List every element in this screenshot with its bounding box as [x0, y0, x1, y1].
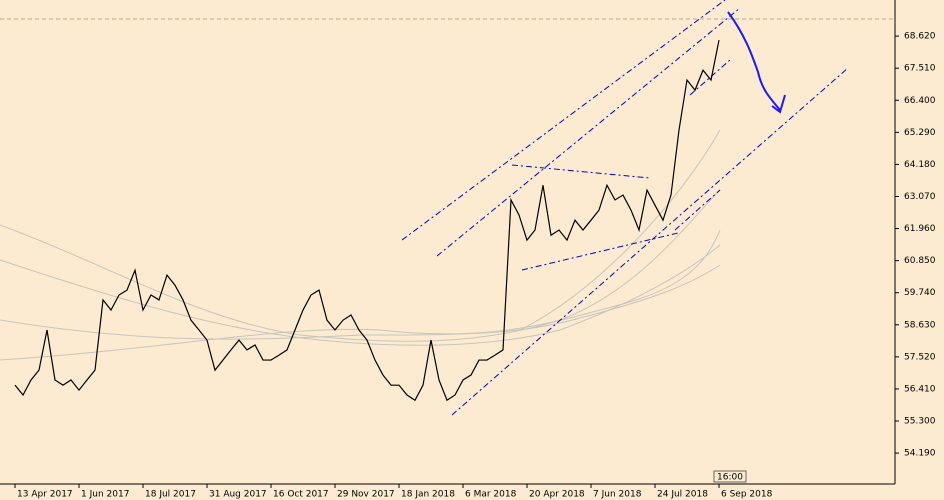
y-tick-label: 58.630: [904, 320, 936, 330]
x-tick-label: 1 Jun 2017: [81, 490, 129, 500]
x-tick-label: 31 Aug 2017: [209, 490, 267, 500]
price-line: [14, 40, 720, 402]
x-tick-label: 18 Jul 2017: [145, 490, 196, 500]
time-marker-box: [713, 470, 747, 483]
time-marker: 16:00: [717, 473, 743, 483]
x-tick-label: 18 Jan 2018: [401, 490, 455, 500]
y-tick-label: 59.740: [904, 288, 936, 298]
y-tick-label: 65.290: [904, 128, 936, 138]
y-tick-label: 67.510: [904, 64, 936, 74]
x-tick-label: 20 Apr 2018: [529, 490, 585, 500]
y-tick-label: 64.180: [904, 160, 936, 170]
y-tick-label: 61.960: [904, 224, 936, 234]
y-tick-label: 56.410: [904, 384, 936, 394]
y-tick-label: 66.400: [904, 96, 936, 106]
x-tick-label: 6 Mar 2018: [465, 490, 517, 500]
x-tick-label: 6 Sep 2018: [721, 490, 773, 500]
x-tick-label: 7 Jun 2018: [593, 490, 642, 500]
y-tick-label: 63.070: [904, 192, 936, 202]
y-tick-label: 55.300: [904, 417, 936, 427]
x-tick-label: 29 Nov 2017: [337, 490, 395, 500]
y-tick-label: 57.520: [904, 352, 936, 362]
y-tick-label: 54.190: [904, 449, 936, 459]
x-tick-label: 13 Apr 2017: [17, 490, 73, 500]
y-tick-label: 68.620: [904, 32, 936, 42]
y-tick-label: 60.850: [904, 256, 936, 266]
x-tick-label: 16 Oct 2017: [273, 490, 329, 500]
drawn-arrow: [727, 11, 786, 114]
x-tick-label: 24 Jul 2018: [657, 490, 708, 500]
moving-averages: [0, 129, 721, 361]
trend-lines: [401, 0, 849, 416]
